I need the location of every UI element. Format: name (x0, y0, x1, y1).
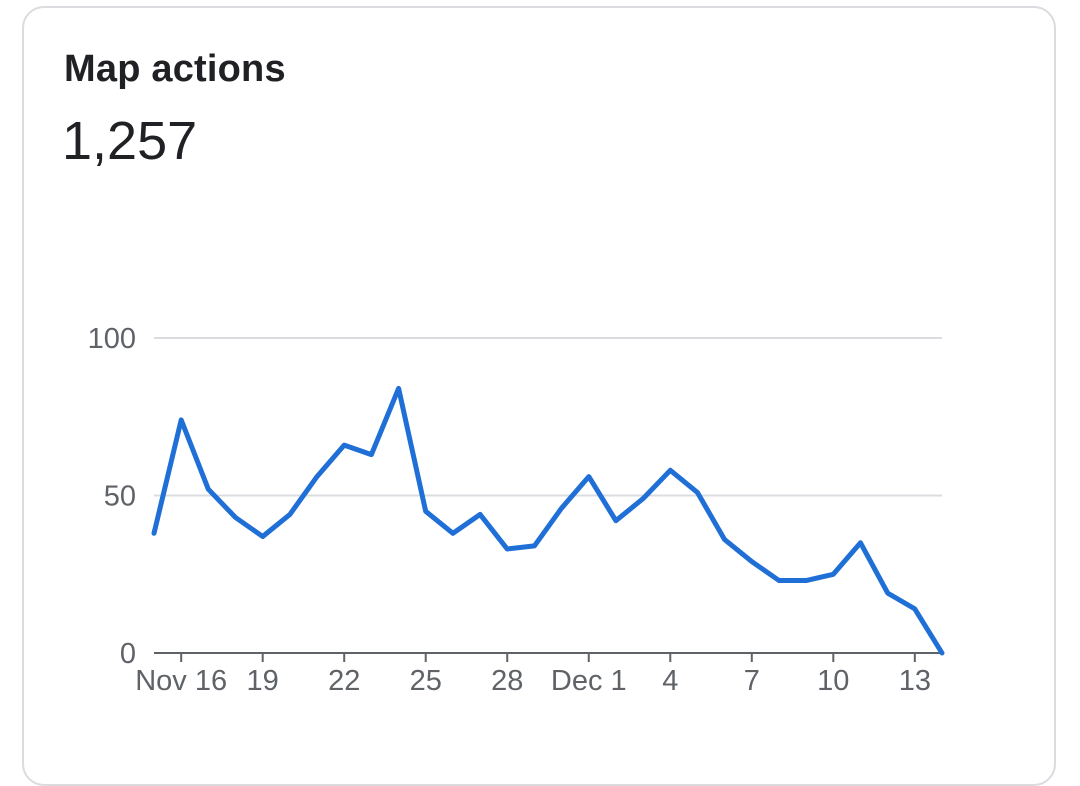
x-tick-label: 22 (328, 665, 360, 697)
map-actions-card (22, 6, 1056, 786)
x-tick-label: 4 (662, 665, 678, 697)
y-tick-labels: 0 50 100 (88, 323, 136, 670)
grid-lines (154, 337, 942, 497)
y-tick-label: 0 (120, 638, 136, 670)
x-tick-label: 28 (491, 665, 523, 697)
x-tick-label: 25 (410, 665, 442, 697)
x-tick-label: 19 (247, 665, 279, 697)
total-value: 1,257 (62, 111, 198, 171)
x-tick-label: 13 (899, 665, 931, 697)
x-tick-label: Dec 1 (551, 665, 627, 697)
series-line (151, 385, 945, 656)
card-title: Map actions (64, 48, 286, 90)
x-tick-label: 10 (817, 665, 849, 697)
x-tick-labels: Nov 16 19 22 25 28 Dec 1 4 7 10 13 (135, 665, 931, 697)
x-tick-label: 7 (744, 665, 760, 697)
y-tick-label: 50 (104, 481, 136, 513)
series-layer (151, 385, 945, 656)
x-axis (154, 652, 942, 662)
line-chart: 0 50 100 Nov 16 19 22 25 28 Dec 1 4 7 10 13 (88, 323, 945, 697)
y-tick-label: 100 (88, 323, 136, 355)
x-tick-label: Nov 16 (135, 665, 227, 697)
